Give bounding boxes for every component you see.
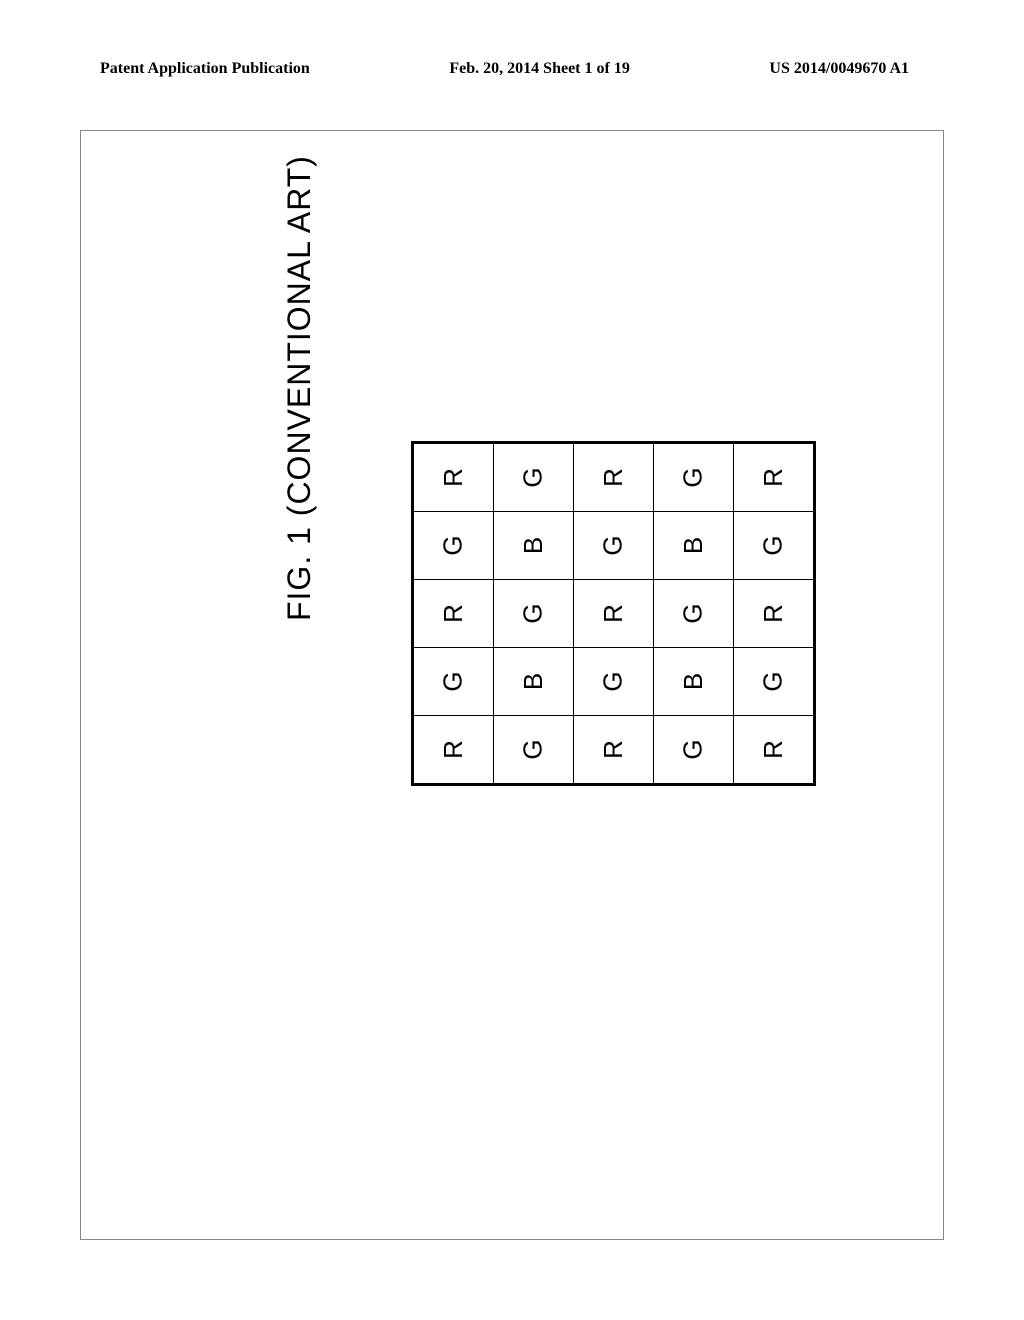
header-patent-number: US 2014/0049670 A1 xyxy=(769,60,909,78)
cell-value: G xyxy=(518,739,549,759)
cell-value: G xyxy=(678,603,709,623)
grid-cell: R xyxy=(734,444,814,512)
header-date-sheet: Feb. 20, 2014 Sheet 1 of 19 xyxy=(449,60,629,78)
grid-cell: G xyxy=(734,648,814,716)
grid-cell: G xyxy=(414,648,494,716)
grid-cell: G xyxy=(414,512,494,580)
cell-value: G xyxy=(758,671,789,691)
grid-cell: R xyxy=(414,716,494,784)
cell-value: G xyxy=(598,535,629,555)
cell-value: G xyxy=(678,467,709,487)
color-filter-table: R G R G R G B G B G R G R G R G xyxy=(413,443,814,784)
cell-value: G xyxy=(438,671,469,691)
cell-value: G xyxy=(518,603,549,623)
table-row: R G R G R xyxy=(414,444,814,512)
cell-value: R xyxy=(758,468,789,487)
grid-cell: G xyxy=(574,512,654,580)
grid-cell: R xyxy=(734,716,814,784)
table-row: G B G B G xyxy=(414,648,814,716)
cell-value: B xyxy=(678,537,709,554)
grid-cell: R xyxy=(414,444,494,512)
cell-value: R xyxy=(438,740,469,759)
grid-cell: G xyxy=(574,648,654,716)
cell-value: R xyxy=(758,740,789,759)
cell-value: G xyxy=(518,467,549,487)
cell-value: R xyxy=(758,604,789,623)
grid-cell: R xyxy=(574,444,654,512)
grid-cell: B xyxy=(654,512,734,580)
grid-cell: R xyxy=(574,716,654,784)
cell-value: R xyxy=(598,740,629,759)
content-frame: FIG. 1 (CONVENTIONAL ART) R G R G R G B … xyxy=(80,130,944,1240)
cell-value: B xyxy=(678,673,709,690)
cell-value: B xyxy=(518,673,549,690)
cell-value: G xyxy=(598,671,629,691)
cell-value: G xyxy=(678,739,709,759)
cell-value: G xyxy=(758,535,789,555)
cell-value: G xyxy=(438,535,469,555)
grid-cell: G xyxy=(494,580,574,648)
grid-cell: G xyxy=(654,716,734,784)
grid-cell: R xyxy=(414,580,494,648)
grid-cell: B xyxy=(654,648,734,716)
bayer-pattern-grid: R G R G R G B G B G R G R G R G xyxy=(411,441,816,786)
table-row: R G R G R xyxy=(414,716,814,784)
table-row: R G R G R xyxy=(414,580,814,648)
table-row: G B G B G xyxy=(414,512,814,580)
grid-cell: B xyxy=(494,648,574,716)
grid-cell: R xyxy=(574,580,654,648)
grid-cell: B xyxy=(494,512,574,580)
header-publication-type: Patent Application Publication xyxy=(100,60,310,78)
cell-value: B xyxy=(518,537,549,554)
cell-value: R xyxy=(438,468,469,487)
figure-label: FIG. 1 (CONVENTIONAL ART) xyxy=(281,155,318,621)
grid-cell: G xyxy=(494,716,574,784)
grid-cell: G xyxy=(494,444,574,512)
page-header: Patent Application Publication Feb. 20, … xyxy=(0,60,1024,78)
cell-value: R xyxy=(598,468,629,487)
grid-cell: R xyxy=(734,580,814,648)
grid-cell: G xyxy=(654,444,734,512)
cell-value: R xyxy=(598,604,629,623)
grid-cell: G xyxy=(734,512,814,580)
grid-cell: G xyxy=(654,580,734,648)
cell-value: R xyxy=(438,604,469,623)
